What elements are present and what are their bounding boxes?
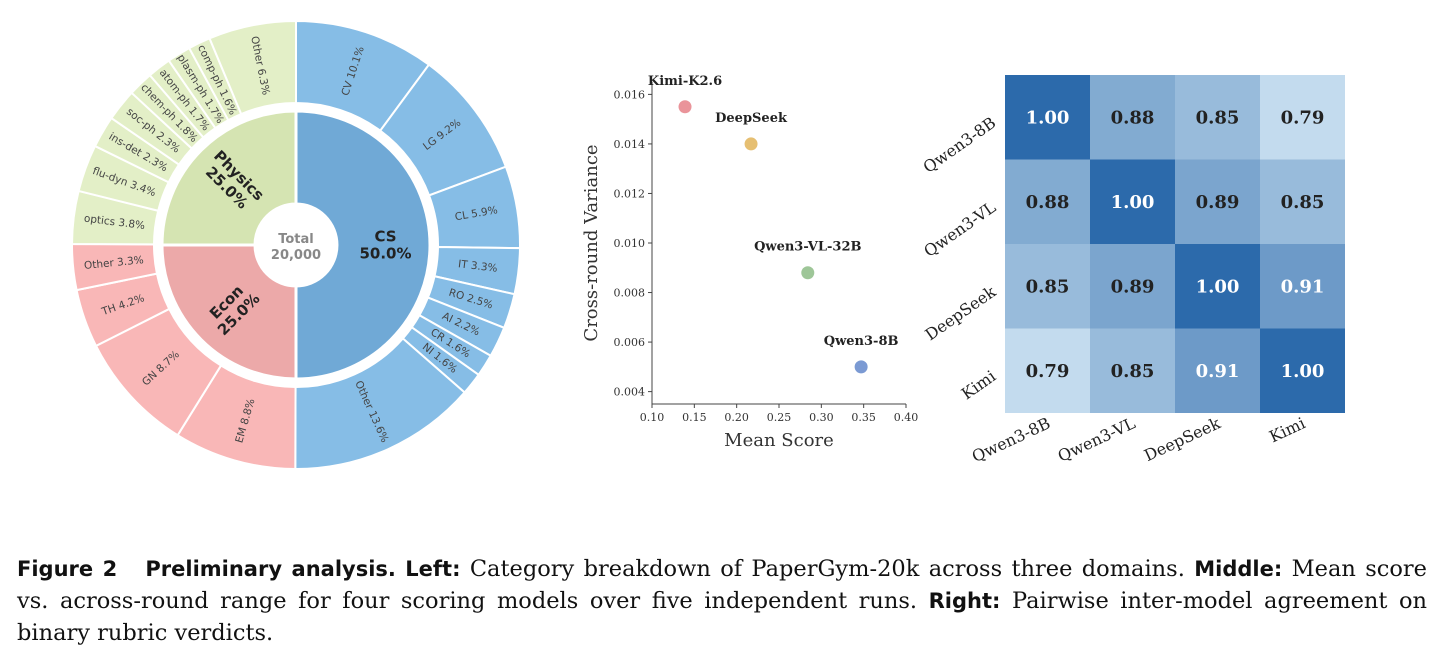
- heatmap-cell-value: 0.85: [1281, 192, 1325, 213]
- heatmap-row-label-qwen3-vl: Qwen3-VL: [920, 197, 999, 260]
- heatmap-row-label-qwen3-8b: Qwen3-8B: [919, 113, 999, 177]
- heatmap-cell-value: 0.91: [1196, 361, 1240, 382]
- point-label-qwen3-8b: Qwen3-8B: [824, 334, 899, 349]
- heatmap-cell-value: 0.85: [1111, 361, 1155, 382]
- point-label-qwen3-vl-32b: Qwen3-VL-32B: [754, 240, 861, 255]
- inner-label-percent: 50.0%: [359, 245, 411, 263]
- heatmap-cell-value: 0.88: [1026, 192, 1070, 213]
- scatter-chart: 0.10 0.15 0.20 0.25 0.30 0.35 0.40 0.004 0.006 0.…: [581, 74, 918, 451]
- caption-title: Preliminary analysis.: [145, 557, 396, 581]
- heatmap-cell: [1260, 75, 1345, 160]
- heatmap-cell: [1005, 75, 1090, 160]
- heatmap-cell: [1175, 75, 1260, 160]
- heatmap-cell-value: 1.00: [1111, 192, 1155, 213]
- inner-label-name: CS: [374, 227, 396, 245]
- point-label-deepseek: DeepSeek: [715, 111, 788, 126]
- point-qwen3-8b: [854, 360, 868, 374]
- x-tick-label: 0.20: [724, 411, 749, 424]
- heatmap-cell: [1090, 244, 1175, 329]
- y-axis-label: Cross-round Variance: [581, 144, 602, 341]
- heatmap-col-label-deepseek: DeepSeek: [1141, 413, 1223, 465]
- x-tick-label: 0.15: [682, 411, 707, 424]
- y-tick-label: 0.016: [614, 88, 646, 101]
- heatmap-row-label-deepseek: DeepSeek: [922, 282, 1000, 345]
- point-qwen3-vl-32b: [801, 266, 815, 280]
- heatmap-cell-value: 1.00: [1026, 107, 1070, 128]
- inner-slice-econ: [160, 243, 298, 381]
- x-tick-label: 0.35: [851, 411, 876, 424]
- y-tick-label: 0.008: [614, 287, 646, 300]
- heatmap-cell: [1005, 159, 1090, 244]
- heatmap-cell: [1260, 244, 1345, 329]
- x-tick-label: 0.40: [894, 411, 919, 424]
- point-label-kimi-k2-6: Kimi-K2.6: [648, 74, 722, 89]
- x-axis-label: Mean Score: [724, 430, 834, 451]
- heatmap-cell: [1090, 75, 1175, 160]
- y-tick-label: 0.004: [614, 386, 646, 399]
- heatmap-col-label-qwen3-vl: Qwen3-VL: [1055, 413, 1139, 466]
- caption-right-label: Right:: [928, 589, 1001, 613]
- figure-caption: Figure 2 Preliminary analysis. Left: Cat…: [17, 553, 1427, 649]
- x-tick-label: 0.25: [767, 411, 792, 424]
- heatmap-row-label-kimi: Kimi: [958, 366, 1000, 403]
- heatmap-cell-value: 1.00: [1196, 276, 1240, 297]
- heatmap-cell-value: 0.88: [1111, 107, 1155, 128]
- outer-slice-physics-other-6-3: [208, 19, 297, 116]
- heatmap-cell: [1090, 328, 1175, 413]
- heatmap-cell: [1260, 159, 1345, 244]
- caption-middle-text: Mean score vs. across-round range for fo…: [17, 556, 1427, 614]
- figure-panels: CS 50.0%Econ25.0%Physics25.0%Total20,000C…: [70, 19, 1345, 471]
- heatmap-cell: [1175, 328, 1260, 413]
- inner-slice-physics: [160, 109, 298, 247]
- heatmap-cell-value: 0.79: [1281, 107, 1325, 128]
- heatmap-cell: [1175, 159, 1260, 244]
- outer-label-econ-other-3-3: Other 3.3%: [84, 254, 145, 272]
- center-total-label: Total: [278, 232, 314, 247]
- caption-figure-label: Figure 2: [17, 557, 118, 581]
- caption-right-text: Pairwise inter-model agreement on binary…: [17, 588, 1427, 646]
- sunburst-chart: CS 50.0%Econ25.0%Physics25.0%Total20,000C…: [70, 19, 521, 471]
- heatmap-cell-value: 0.85: [1196, 107, 1240, 128]
- heatmap-cell-value: 1.00: [1281, 361, 1325, 382]
- point-deepseek: [744, 137, 758, 151]
- heatmap-cell: [1005, 244, 1090, 329]
- caption-middle-label: Middle:: [1194, 557, 1283, 581]
- heatmap-col-label-kimi: Kimi: [1266, 413, 1308, 446]
- heatmap-cell: [1175, 244, 1260, 329]
- y-tick-label: 0.014: [614, 138, 646, 151]
- point-kimi-k2-6: [678, 100, 692, 114]
- heatmap-cell-value: 0.79: [1026, 361, 1070, 382]
- heatmap-cell-value: 0.89: [1196, 192, 1240, 213]
- caption-left-text: Category breakdown of PaperGym-20k acros…: [469, 556, 1185, 582]
- inner-slice-cs: [294, 109, 432, 381]
- x-tick-label: 0.10: [640, 411, 665, 424]
- heatmap-cell: [1005, 328, 1090, 413]
- inner-label-cs: CS 50.0%: [359, 227, 411, 262]
- heatmap-cell-value: 0.91: [1281, 276, 1325, 297]
- x-tick-label: 0.30: [809, 411, 834, 424]
- caption-left-label: Left:: [405, 557, 461, 581]
- heatmap-cell: [1090, 159, 1175, 244]
- heatmap-cell-value: 0.85: [1026, 276, 1070, 297]
- heatmap-chart: 1.00 0.88 0.85 0.79 0.88 1.00 0.89 0.85 0.85 0.89…: [919, 75, 1345, 466]
- y-tick-label: 0.006: [614, 336, 646, 349]
- center-total-value: 20,000: [271, 248, 321, 263]
- y-tick-label: 0.012: [614, 187, 646, 200]
- outer-label-cs-it-3-3: IT 3.3%: [457, 258, 498, 275]
- heatmap-cell-value: 0.89: [1111, 276, 1155, 297]
- heatmap-cell: [1260, 328, 1345, 413]
- y-tick-label: 0.010: [614, 237, 646, 250]
- heatmap-col-label-qwen3-8b: Qwen3-8B: [969, 413, 1053, 466]
